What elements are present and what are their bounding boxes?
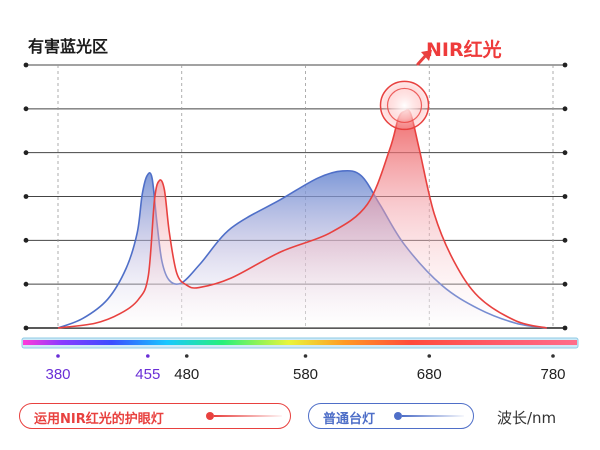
legend-line-nir [214, 415, 282, 417]
x-tick-marker [184, 354, 189, 358]
gridline-dot-right [562, 325, 568, 331]
gridline-dot-left [23, 194, 29, 199]
gridline-dot-left [23, 237, 29, 243]
x-tick-label: 480 [174, 366, 199, 383]
gridline-dot-left [23, 150, 29, 156]
x-tick-labels: 380 455 480 580 680 780 [45, 354, 566, 383]
series-area-nir [58, 109, 547, 329]
legend-item-nir: 运用NIR红光的护眼灯 [19, 403, 291, 429]
gridline-dot-left [23, 281, 29, 287]
x-tick-label: 380 [45, 366, 70, 383]
gridline-dot-right [562, 281, 568, 287]
x-tick-marker [56, 354, 60, 358]
x-axis [21, 337, 579, 349]
series-areas [57, 109, 547, 329]
legend-label-nir: 运用NIR红光的护眼灯 [34, 412, 164, 427]
legend-dot-nir [206, 412, 214, 420]
x-tick-marker [551, 354, 555, 358]
vertical-guides [57, 65, 554, 328]
x-tick-marker [427, 354, 432, 358]
gridline-dot-right [562, 106, 568, 112]
x-tick-label: 580 [293, 366, 318, 383]
gridline-dot-left [23, 325, 29, 331]
x-axis-unit-label: 波长/nm [497, 409, 557, 427]
spectrum-bar [23, 340, 577, 345]
gridline-dot-right [562, 237, 568, 243]
peak-inner-ring [386, 87, 423, 124]
gridline-dot-left [23, 106, 29, 112]
series-line-nir [57, 109, 547, 329]
nir-peak-highlight [379, 50, 432, 131]
gridline-dot-left [23, 62, 29, 68]
gridline-dot-right [562, 150, 568, 156]
gridline-dot-right [562, 62, 568, 68]
x-tick-label: 455 [135, 366, 160, 383]
x-tick-marker [146, 354, 150, 358]
legend-line-normal [402, 415, 464, 417]
gridline-dot-right [562, 194, 568, 199]
x-tick-marker [303, 354, 308, 358]
chart-title: 有害蓝光区 [28, 37, 109, 56]
annotation-arrow-head [421, 50, 432, 61]
legend-item-normal: 普通台灯 [308, 403, 474, 429]
x-tick-label: 680 [417, 366, 442, 383]
nir-annotation: NIR红光 [426, 39, 502, 61]
legend-label-normal: 普通台灯 [323, 412, 376, 427]
x-tick-label: 780 [540, 366, 565, 383]
legend-dot-normal [394, 412, 402, 420]
